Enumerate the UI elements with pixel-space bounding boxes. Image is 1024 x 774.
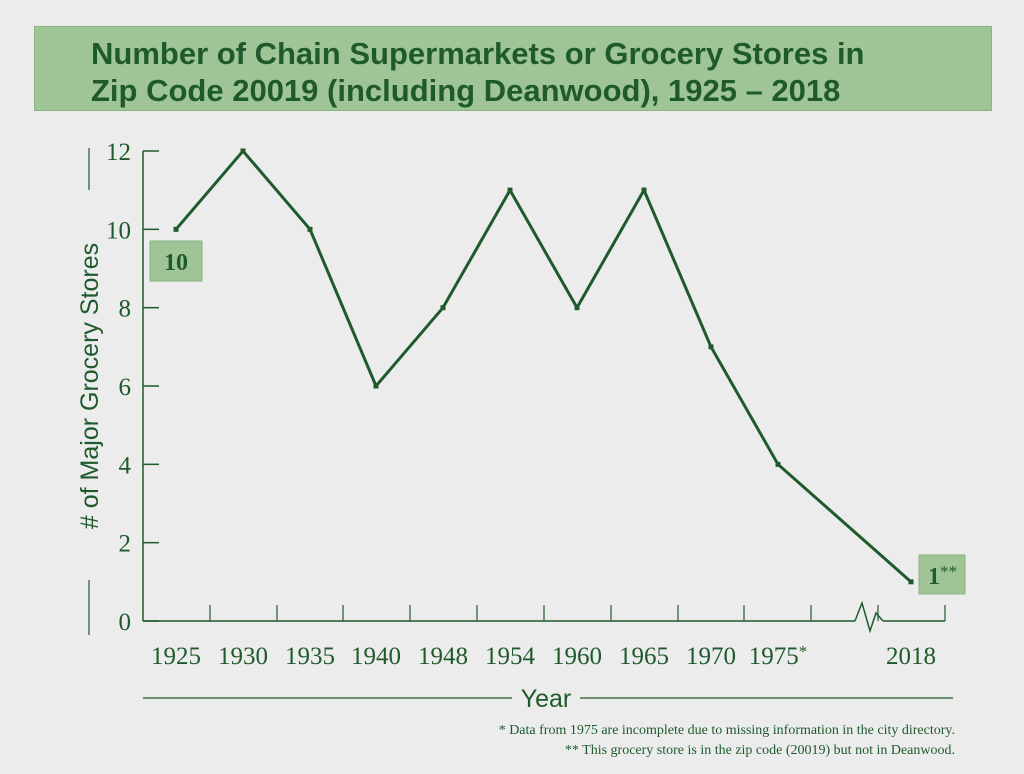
x-tick-label: 1940 [351,643,401,670]
annotations: 101** [149,240,966,595]
data-point [440,305,446,311]
data-point [708,344,714,350]
data-point [240,148,246,154]
data-series [173,148,914,585]
annotation-asterisks: ** [940,562,957,581]
y-tick-label: 12 [106,139,131,166]
y-tick-label: 2 [119,531,132,558]
x-tick-asterisk: * [799,642,808,661]
annotation-label-1925: 10 [164,250,188,276]
data-point [641,187,647,193]
x-tick-label: 1975* [749,642,808,670]
y-axis: 0 2 4 6 8 10 12 [106,139,159,636]
data-point [373,383,379,389]
footnote-2: ** This grocery store is in the zip code… [565,743,955,758]
x-tick-label: 1930 [218,643,268,670]
y-tick-label: 4 [119,452,132,479]
chart-title-line-2: Zip Code 20019 (including Deanwood), 192… [91,73,841,108]
x-tick-label: 2018 [886,643,936,670]
chart-title-line-1: Number of Chain Supermarkets or Grocery … [91,36,865,71]
annotation-box-1925 [149,240,203,282]
data-point [307,226,313,232]
y-tick-label: 8 [119,296,132,323]
data-point [173,226,179,232]
x-tick-label: 1965 [619,643,669,670]
x-tick-label: 1948 [418,643,468,670]
y-axis-title: # of Major Grocery Stores [76,243,104,529]
axis-break-mark [854,600,884,634]
x-tick-label: 1935 [285,643,335,670]
x-tick-label: 1970 [686,643,736,670]
y-tick-label: 10 [106,217,131,244]
x-tick-label: 1925 [151,643,201,670]
annotation-box-2018 [918,554,966,595]
chart-title-box: Number of Chain Supermarkets or Grocery … [34,26,992,111]
y-tick-label: 6 [119,374,132,401]
data-point [908,579,914,585]
y-tick-label: 0 [119,609,132,636]
series-line [174,148,912,583]
x-axis: 1925 1930 1935 1940 1948 1954 1960 1965 1970 1975… [143,600,946,670]
x-tick-label: 1954 [485,643,536,670]
data-point [507,187,513,193]
footnote-1: * Data from 1975 are incomplete due to m… [499,723,955,738]
data-point [775,461,781,467]
x-axis-title: Year [521,685,572,713]
x-tick-label: 1960 [552,643,602,670]
data-point [574,305,580,311]
